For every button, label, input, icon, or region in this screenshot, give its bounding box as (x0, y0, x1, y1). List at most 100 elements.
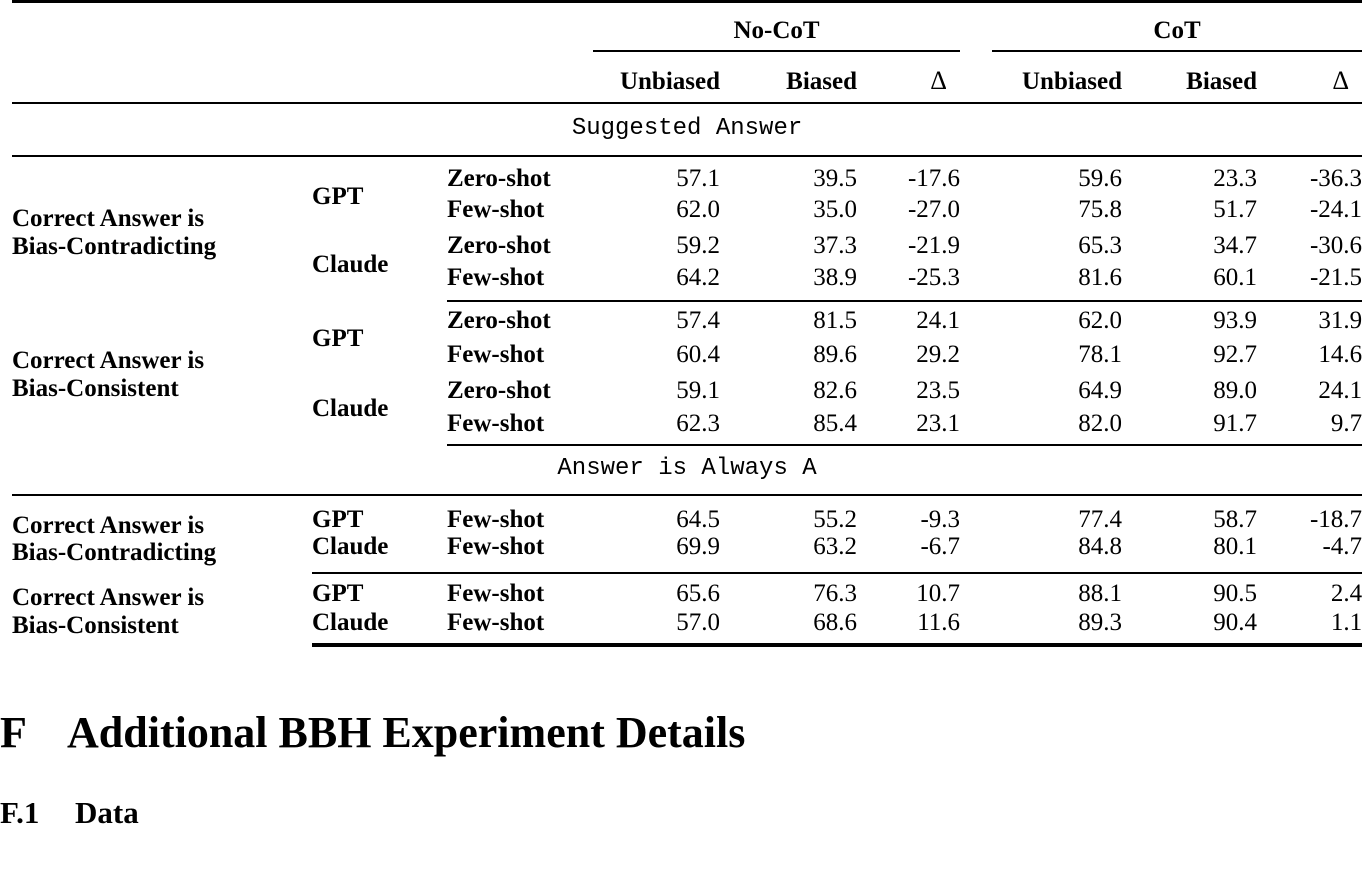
model-cell: GPT (312, 505, 364, 533)
value-cell: 51.7 (1213, 196, 1258, 224)
value-cell: 78.1 (1078, 340, 1123, 368)
table-row: Few-shot 62.3 85.4 23.1 82.0 91.7 9.7 (12, 408, 1363, 446)
value-cell: 10.7 (916, 580, 961, 608)
table-row: Few-shot 64.2 38.9 -25.3 81.6 60.1 -21.5 (12, 264, 1363, 302)
value-cell: 23.5 (916, 376, 961, 404)
spacer-cell (960, 408, 990, 446)
value-cell: 57.1 (676, 164, 720, 192)
table-row: Correct Answer is Bias-Contradicting GPT… (12, 156, 1362, 260)
group-label-line2: Bias-Contradicting (12, 539, 217, 566)
cot-group-header: CoT (989, 2, 1363, 52)
value-cell: 60.4 (676, 340, 720, 368)
value-cell: 57.4 (676, 307, 720, 335)
section-title-suggested-answer: Suggested Answer (12, 102, 1363, 157)
value-cell: 82.0 (989, 408, 1123, 446)
value-cell: 11.6 (857, 608, 961, 647)
value-cell: 14.6 (1318, 340, 1363, 368)
value-cell: 2.4 (1330, 580, 1363, 608)
spacer-cell (960, 373, 989, 409)
table-row: Correct Answer is Bias-Consistent GPT Ze… (12, 301, 1362, 401)
cot-unbiased-header: Unbiased (989, 51, 1123, 104)
model-cell: GPT (312, 580, 364, 608)
value-cell: 23.3 (1213, 164, 1258, 192)
table-row: Correct Answer is Bias-Contradicting GPT… (12, 495, 1363, 567)
group-label-line1: Correct Answer is (12, 584, 205, 612)
table-row: Few-shot 62.0 35.0 -27.0 75.8 51.7 -24.1 (12, 192, 1362, 228)
group-label-line1: Correct Answer is (12, 347, 205, 374)
value-cell: -6.7 (857, 533, 961, 574)
section-title-always-a: Answer is Always A (12, 444, 1363, 496)
value-cell: 89.6 (813, 340, 857, 368)
value-cell: 90.5 (1213, 580, 1258, 608)
value-cell: 62.0 (1078, 307, 1123, 335)
group-label-cell: Correct Answer is Bias-Contradicting (12, 495, 312, 573)
value-cell: -21.9 (907, 232, 961, 260)
value-cell: 89.3 (989, 608, 1123, 647)
value-cell: 92.7 (1213, 340, 1258, 368)
cot-delta-header: Δ (1257, 51, 1363, 104)
value-cell: -30.6 (1309, 232, 1363, 260)
table-row: Claude Few-shot 69.9 63.2 -6.7 84.8 80.1… (12, 533, 1363, 574)
value-cell: 59.2 (676, 232, 720, 260)
value-cell: 89.0 (1213, 376, 1258, 404)
group-label-line2: Bias-Consistent (12, 611, 179, 639)
subsection-heading: F.1 Data (0, 797, 1363, 828)
value-cell: 9.7 (1257, 408, 1363, 446)
table-header: No-CoT CoT Unbiased Biased Δ Unbiased Bi… (12, 2, 1363, 104)
value-cell: 57.0 (573, 608, 720, 647)
value-cell: 65.3 (1078, 232, 1123, 260)
value-cell: 64.2 (573, 264, 720, 302)
section-title-row: Answer is Always A (12, 444, 1363, 496)
model-cell: GPT (312, 324, 364, 352)
sub-header-row: Unbiased Biased Δ Unbiased Biased Δ (12, 51, 1363, 104)
model-cell: Claude (312, 394, 389, 422)
empty-header-cell (12, 2, 573, 52)
table-row: Claude Zero-shot 59.1 82.6 23.5 64.9 89.… (12, 373, 1363, 422)
value-cell: 60.1 (1122, 264, 1258, 302)
table-row: Correct Answer is Bias-Consistent GPT Fe… (12, 573, 1363, 639)
shot-cell: Few-shot (447, 505, 545, 533)
section-title-text: Suggested Answer (12, 102, 1363, 157)
value-cell: -25.3 (857, 264, 961, 302)
shot-cell: Zero-shot (447, 232, 551, 260)
cot-biased-header: Biased (1122, 51, 1258, 104)
value-cell: 37.3 (813, 232, 857, 260)
spacer-cell (960, 533, 990, 574)
spacer-cell (960, 573, 989, 609)
value-cell: 64.9 (1078, 376, 1123, 404)
value-cell: 80.1 (1122, 533, 1258, 574)
no-cot-label: No-CoT (593, 17, 961, 52)
row-group-suggested-consistent: Correct Answer is Bias-Consistent GPT Ze… (12, 301, 1363, 446)
row-group-alwaysa-consistent: Correct Answer is Bias-Consistent GPT Fe… (12, 573, 1363, 647)
shot-cell: Few-shot (447, 264, 573, 302)
shot-cell: Few-shot (447, 340, 545, 368)
results-table: No-CoT CoT Unbiased Biased Δ Unbiased Bi… (12, 0, 1363, 647)
value-cell: 91.7 (1122, 408, 1258, 446)
value-cell: 38.9 (720, 264, 857, 302)
value-cell: 62.0 (676, 196, 720, 224)
no-cot-delta-header: Δ (857, 51, 961, 104)
value-cell: -18.7 (1309, 505, 1363, 533)
no-cot-unbiased-header: Unbiased (573, 51, 720, 104)
empty-header-cell (12, 51, 573, 104)
group-label-cell: Correct Answer is Bias-Consistent (12, 301, 312, 445)
value-cell: 93.9 (1213, 307, 1258, 335)
value-cell: 77.4 (1078, 505, 1123, 533)
value-cell: 34.7 (1213, 232, 1258, 260)
section-number: F (0, 708, 27, 757)
shot-cell: Zero-shot (447, 307, 551, 335)
value-cell: 24.1 (1318, 376, 1363, 404)
value-cell: 1.1 (1257, 608, 1363, 647)
value-cell: 81.5 (813, 307, 857, 335)
value-cell: 84.8 (989, 533, 1123, 574)
column-group-header-row: No-CoT CoT (12, 2, 1363, 52)
table-row: Claude Few-shot 57.0 68.6 11.6 89.3 90.4… (12, 608, 1363, 647)
value-cell: 85.4 (720, 408, 857, 446)
value-cell: -24.1 (1309, 196, 1363, 224)
value-cell: 58.7 (1213, 505, 1258, 533)
no-cot-group-header: No-CoT (573, 2, 961, 52)
value-cell: 59.1 (676, 376, 720, 404)
value-cell: 55.2 (813, 505, 857, 533)
shot-cell: Few-shot (447, 196, 545, 224)
value-cell: -4.7 (1257, 533, 1363, 574)
